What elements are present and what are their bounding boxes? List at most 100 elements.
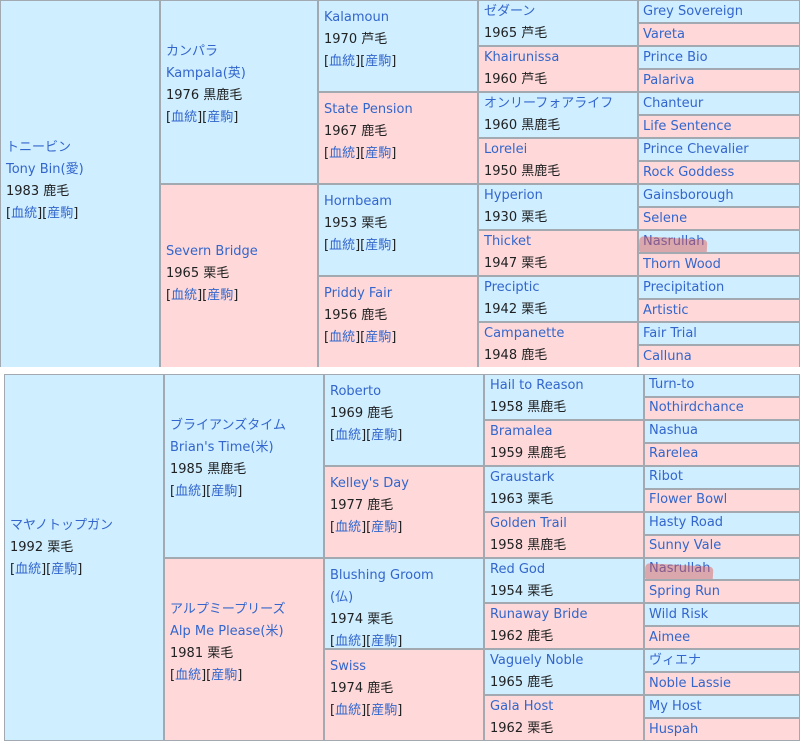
horse-name-link[interactable]: マヤノトップガン [10,518,113,533]
horse-name-link[interactable]: Blushing Groom [330,567,434,583]
horse-origin-link[interactable]: (仏) [330,589,354,605]
offspring-link[interactable]: 産駒 [51,562,78,577]
horse-birth-color: 1965 芦毛 [484,26,548,41]
horse-name-link[interactable]: トニービン [6,140,72,155]
horse-name-link[interactable]: Vaguely Noble [490,653,584,669]
horse-name-link[interactable]: ゼダーン [484,4,536,19]
offspring-link[interactable]: 産駒 [365,330,392,345]
offspring-link[interactable]: 産駒 [371,519,398,535]
horse-name-link[interactable]: Golden Trail [490,515,567,531]
horse-name-link[interactable]: Hyperion [484,188,543,203]
ancestor-name-link[interactable]: Life Sentence [643,118,732,134]
bloodline-link[interactable]: 血統 [335,703,362,719]
horse-name-link[interactable]: Lorelei [484,142,528,157]
ancestor-name-link[interactable]: Fair Trial [643,325,697,341]
horse-en-name-link[interactable]: Tony Bin(愛) [6,162,84,177]
offspring-link[interactable]: 産駒 [365,238,392,253]
ancestor-name-link[interactable]: Prince Bio [643,49,708,65]
ancestor-name-link[interactable]: Prince Chevalier [643,141,749,157]
horse-birth-color: 1947 栗毛 [484,256,548,271]
horse-name-link[interactable]: Hornbeam [324,194,392,209]
horse-name-link[interactable]: オンリーフォアライフ [484,96,614,111]
ancestor-name-link[interactable]: Gainsborough [643,187,734,203]
bloodline-link[interactable]: 血統 [329,146,356,161]
horse-name-link[interactable]: Thicket [484,234,532,249]
ancestor-cell: Calluna [638,345,800,368]
ancestor-name-link[interactable]: My Host [649,698,702,714]
ancestor-name-link[interactable]: Chanteur [643,95,704,111]
bloodline-link[interactable]: 血統 [335,428,362,443]
ancestor-name-link[interactable]: Spring Run [649,583,721,599]
offspring-link[interactable]: 産駒 [365,54,392,69]
horse-name-link[interactable]: Kelley's Day [330,475,409,491]
offspring-link[interactable]: 産駒 [371,703,398,719]
horse-name-link[interactable]: Bramalea [490,423,553,439]
horse-en-name-link[interactable]: Alp Me Please(米) [170,623,284,639]
ancestor-name-link[interactable]: Rock Goddess [643,164,735,180]
horse-en-name-link[interactable]: Brian's Time(米) [170,440,274,455]
ancestor-name-link[interactable]: Rarelea [649,446,699,462]
horse-en-name-link[interactable]: Kampala(英) [166,66,246,81]
horse-name-link[interactable]: Runaway Bride [490,607,588,623]
horse-name-link[interactable]: Kalamoun [324,10,389,25]
bloodline-link[interactable]: 血統 [329,54,356,69]
horse-name-link[interactable]: Severn Bridge [166,244,258,259]
offspring-link[interactable]: 産駒 [207,288,234,303]
ancestor-name-link[interactable]: Vareta [643,26,685,42]
horse-name-link[interactable]: カンパラ [166,44,219,59]
ancestor-name-link[interactable]: Selene [643,210,688,226]
horse-name-link[interactable]: State Pension [324,102,413,117]
ancestor-name-link[interactable]: Aimee [649,629,691,645]
ancestor-name-link[interactable]: Precipitation [643,279,725,295]
offspring-link[interactable]: 産駒 [371,428,398,443]
link-bracket: ][ [197,110,208,125]
bloodline-link[interactable]: 血統 [335,519,362,535]
ancestor-name-link[interactable]: Nasrullah [649,560,711,576]
ancestor-name-link[interactable]: Nasrullah [643,233,705,249]
bloodline-link[interactable]: 血統 [329,238,356,253]
bloodline-link[interactable]: 血統 [175,484,202,499]
horse-name-link[interactable]: ブライアンズタイム [170,418,286,433]
ancestor-name-link[interactable]: Palariva [643,72,695,88]
bloodline-link[interactable]: 血統 [175,667,202,683]
horse-name-link[interactable]: Hail to Reason [490,378,584,393]
offspring-link[interactable]: 産駒 [207,110,234,125]
ancestor-name-link[interactable]: Turn-to [649,377,695,393]
bloodline-link[interactable]: 血統 [171,110,198,125]
offspring-link[interactable]: 産駒 [371,633,398,649]
ancestor-name-link[interactable]: Calluna [643,348,692,364]
horse-name-link[interactable]: アルプミープリーズ [170,601,286,617]
ancestor-name-link[interactable]: Noble Lassie [649,675,732,691]
ancestor-name-link[interactable]: ヴィエナ [649,652,702,668]
horse-name-link[interactable]: Roberto [330,384,382,399]
ancestor-name-link[interactable]: Wild Risk [649,606,709,622]
bloodline-link[interactable]: 血統 [171,288,198,303]
ancestor-name-link[interactable]: Sunny Vale [649,538,722,554]
horse-name-link[interactable]: Swiss [330,659,367,675]
ancestor-name-link[interactable]: Artistic [643,302,689,318]
bloodline-link[interactable]: 血統 [11,206,38,221]
bloodline-link[interactable]: 血統 [329,330,356,345]
ancestor-name-link[interactable]: Thorn Wood [643,256,721,272]
bloodline-link[interactable]: 血統 [335,633,362,649]
offspring-link[interactable]: 産駒 [211,484,238,499]
sire-parent-cell: ブライアンズタイム Brian's Time(米) 1985 黒鹿毛 [血統][産駒] [164,374,324,558]
horse-name-link[interactable]: Campanette [484,326,565,341]
ancestor-name-link[interactable]: Nashua [649,423,698,439]
horse-name-link[interactable]: Khairunissa [484,50,560,65]
ancestor-name-link[interactable]: Grey Sovereign [643,3,744,19]
offspring-link[interactable]: 産駒 [365,146,392,161]
offspring-link[interactable]: 産駒 [47,206,74,221]
ancestor-name-link[interactable]: Huspah [649,721,699,737]
ancestor-name-link[interactable]: Nothirdchance [649,400,744,416]
ancestor-name-link[interactable]: Ribot [649,469,683,485]
horse-name-link[interactable]: Graustark [490,469,555,485]
horse-name-link[interactable]: Preciptic [484,280,540,295]
ancestor-name-link[interactable]: Hasty Road [649,515,724,531]
offspring-link[interactable]: 産駒 [211,667,238,683]
horse-name-link[interactable]: Priddy Fair [324,286,393,301]
ancestor-name-link[interactable]: Flower Bowl [649,492,728,508]
bloodline-link[interactable]: 血統 [15,562,42,577]
horse-name-link[interactable]: Red God [490,561,546,577]
horse-name-link[interactable]: Gala Host [490,699,554,715]
